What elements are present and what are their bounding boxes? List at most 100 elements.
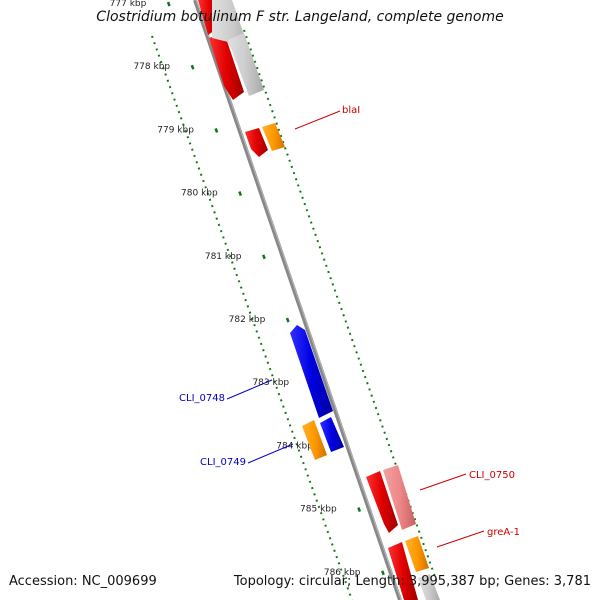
inner-ruler-dot [346,587,350,590]
gene-grey-2[interactable] [228,33,264,96]
inner-ruler-dot [168,85,172,89]
inner-ruler-dot [155,48,158,51]
outer-ruler-dot [355,351,358,354]
inner-ruler-dot [166,79,170,82]
outer-ruler-dot [286,153,289,156]
inner-ruler-dot [153,41,156,45]
gene-CLI_0749-blue[interactable] [320,417,344,452]
inner-ruler-dot [348,593,352,596]
inner-ruler-dot [193,154,196,158]
inner-ruler-dot [255,330,258,333]
inner-ruler-dot [277,392,281,396]
outer-ruler-dot [312,227,315,230]
gene-bottom-grey[interactable] [418,574,440,600]
outer-ruler-dot [245,35,248,39]
gene-blaI-orange[interactable] [262,123,285,151]
inner-ruler-dot [282,405,285,408]
gene-CLI_0748[interactable] [290,325,333,418]
outer-ruler-dot [340,307,343,311]
tick-label: 784 kbp [276,441,313,451]
gene-CLI_0750-red[interactable] [366,471,398,533]
outer-ruler-dot [420,536,423,540]
outer-ruler-dot [366,382,369,385]
inner-ruler-dot [279,399,283,402]
gene-blaI-red[interactable] [245,128,268,157]
outer-ruler-dot [309,221,313,224]
inner-ruler-dot [286,417,290,421]
inner-ruler-dot [326,530,330,534]
outer-ruler-dot [303,202,307,206]
outer-ruler-dot [394,462,397,465]
outer-ruler-dot [316,239,319,243]
inner-ruler-dot [322,518,325,521]
tick-mark [166,1,171,7]
inner-ruler-dot [151,35,154,39]
outer-ruler-dot [359,363,363,366]
outer-ruler-dot [253,60,257,64]
inner-ruler-dot [251,317,254,321]
inner-ruler-dot [226,248,230,252]
outer-ruler-dot [342,314,345,317]
outer-ruler-dot [348,332,352,336]
tick-mark [214,127,219,133]
inner-ruler-dot [202,179,205,183]
inner-ruler-dot [211,204,214,208]
label-leaders [226,110,485,548]
gene-label-CLI_0748[interactable]: CLI_0748 [179,393,225,404]
outer-ruler-dot [318,246,322,249]
inner-ruler-dot [333,549,336,552]
outer-ruler-dot [247,42,250,45]
inner-ruler-dot [246,305,250,308]
outer-ruler-dot [411,511,414,515]
inner-ruler-dot [311,486,314,490]
outer-ruler-dot [297,184,300,187]
outer-ruler-dot [363,375,367,379]
outer-ruler-dot [299,190,302,193]
inner-ruler-dot [157,54,161,57]
gene-label-CLI_0749[interactable]: CLI_0749 [200,457,246,468]
outer-ruler-dot [376,412,380,416]
outer-ruler-dot [368,388,371,391]
inner-ruler-dot [206,192,210,195]
tick-label: 778 kbp [133,62,170,72]
gene-label-CLI_0750[interactable]: CLI_0750 [469,470,515,481]
inner-ruler-dot [342,574,345,578]
gene-greA-1-orange[interactable] [405,536,429,572]
gene-greA-1-red[interactable] [388,542,418,600]
gene-label-blaI[interactable]: blaI [342,105,360,116]
tick-label: 777 kbp [110,0,147,9]
inner-ruler-dot [308,480,312,484]
genes [198,0,440,600]
inner-ruler-dot [199,173,203,176]
tick-label: 785 kbp [300,505,337,515]
outer-ruler-dot [260,79,263,82]
inner-ruler-dot [344,580,347,584]
inner-ruler-dot [228,255,232,258]
outer-ruler-dot [392,456,395,459]
outer-ruler-dot [268,103,272,107]
inner-ruler-dot [217,223,221,227]
gene-reverse-top-2[interactable] [209,32,244,100]
gene-CLI_0749-orange[interactable] [302,420,327,460]
gene-CLI_0750-pink[interactable] [383,465,416,530]
outer-ruler-dot [430,567,434,570]
outer-ruler-dot [320,252,324,255]
outer-ruler-dot [262,85,265,88]
tick-dots [151,29,436,600]
outer-ruler-dot [433,573,436,577]
backbone-highlight [195,0,402,600]
outer-ruler-dot [292,171,296,175]
outer-ruler-dot [417,530,421,533]
outer-ruler-dot [346,326,350,329]
outer-ruler-dot [361,369,365,373]
inner-ruler-dot [253,323,256,327]
inner-ruler-dot [231,261,234,264]
outer-ruler-dot [258,72,261,76]
outer-ruler-dot [372,400,376,404]
tick-label: 779 kbp [157,125,194,135]
inner-ruler-dot [164,73,167,76]
inner-ruler-dot [197,167,201,170]
gene-label-greA-1[interactable]: greA-1 [487,527,520,538]
tick-marks [166,1,385,576]
outer-ruler-dot [329,276,332,280]
